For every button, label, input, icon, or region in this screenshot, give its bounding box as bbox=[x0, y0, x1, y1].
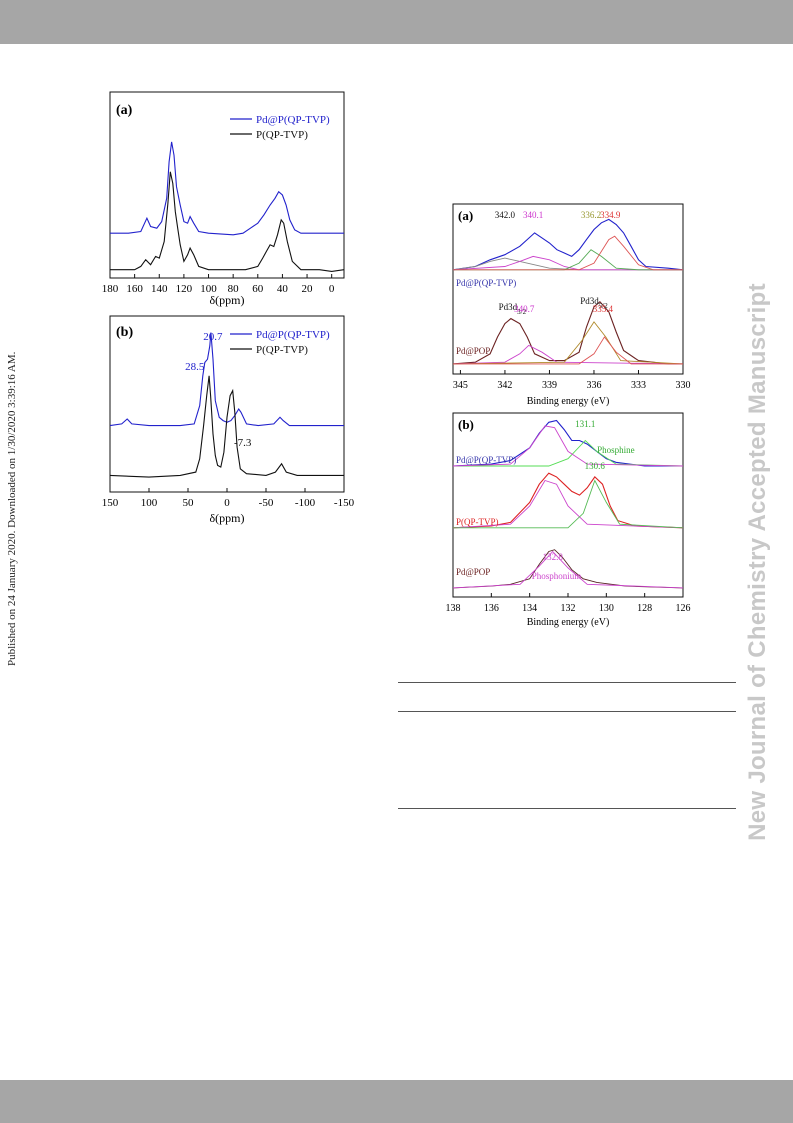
table-rule-bottom bbox=[398, 808, 736, 809]
tick-label: 345 bbox=[453, 380, 468, 391]
series-line-4 bbox=[453, 249, 683, 271]
series-line-5 bbox=[452, 479, 684, 529]
tick-label: 126 bbox=[676, 603, 691, 614]
panel-label-b: (b) bbox=[116, 325, 133, 340]
tick-label: 160 bbox=[126, 283, 143, 295]
tick-label: -50 bbox=[259, 497, 274, 509]
annotation: -7.3 bbox=[234, 437, 252, 449]
x-axis-a: 180 160 140 120 100 80 60 40 20 0 bbox=[102, 274, 335, 295]
panel-label-a: (a) bbox=[116, 103, 133, 118]
series-line-7 bbox=[452, 321, 684, 365]
panel-label-xa: (a) bbox=[458, 208, 473, 223]
series-line-1 bbox=[452, 472, 684, 529]
panel-label-xb: (b) bbox=[458, 417, 474, 432]
sample-label-xa-2: Pd@POP bbox=[456, 346, 490, 356]
annotation: 20.7 bbox=[203, 331, 223, 343]
series-line-0 bbox=[109, 332, 344, 427]
tick-label: 132 bbox=[561, 603, 576, 614]
sample-label-xb-3: Pd@POP bbox=[456, 567, 490, 577]
plot-area-b: 20.7 28.5 -7.3 bbox=[109, 331, 344, 478]
tick-label: -100 bbox=[295, 497, 316, 509]
annotation: 335.4 bbox=[593, 304, 614, 314]
tick-label: 100 bbox=[141, 497, 158, 509]
series-line-4 bbox=[452, 425, 684, 467]
series-line-1 bbox=[109, 375, 344, 478]
legend-label-pd: Pd@P(QP-TVP) bbox=[256, 114, 330, 126]
tick-label: 136 bbox=[484, 603, 499, 614]
tick-label: 342 bbox=[497, 380, 512, 391]
nmr-chart-a: (a) Pd@P(QP-TVP) P(QP-TVP) 180 160 140 120 1… bbox=[102, 91, 345, 307]
sample-label-xb-1: Pd@P(QP-TVP) bbox=[456, 455, 516, 465]
tick-label: 138 bbox=[446, 603, 461, 614]
series-line-7 bbox=[452, 550, 684, 589]
annotation: 130.6 bbox=[585, 461, 606, 471]
tick-label: -150 bbox=[334, 497, 355, 509]
legend-label-p-b: P(QP-TVP) bbox=[256, 344, 308, 356]
annotation: 28.5 bbox=[185, 361, 205, 373]
x-axis-label-b: δ(ppm) bbox=[210, 511, 245, 525]
plot-area-a bbox=[110, 141, 345, 272]
series-line-6 bbox=[453, 479, 684, 529]
series-line-3 bbox=[453, 439, 684, 467]
tick-label: 0 bbox=[329, 283, 335, 295]
tick-label: 134 bbox=[522, 603, 537, 614]
x-axis-xb: 138 136 134 132 130 128 126 bbox=[446, 593, 691, 614]
bottom-banner bbox=[0, 1080, 793, 1123]
tick-label: 0 bbox=[224, 497, 230, 509]
series-line-0 bbox=[110, 141, 344, 236]
tick-label: 128 bbox=[637, 603, 652, 614]
x-axis-label-xb: Binding energy (eV) bbox=[527, 617, 610, 628]
series-line-0 bbox=[452, 218, 684, 271]
tick-label: 330 bbox=[676, 380, 691, 391]
plot-area-xb: 131.1 Phosphine 130.6 132.8 Phosphonium bbox=[452, 419, 684, 589]
publication-note: Published on 24 January 2020. Downloaded… bbox=[6, 351, 18, 666]
annotation: Phosphonium bbox=[532, 571, 582, 581]
series-line-2 bbox=[452, 549, 684, 589]
sample-label-xa-1: Pd@P(QP-TVP) bbox=[456, 278, 516, 288]
series-line-1 bbox=[452, 301, 683, 365]
annotation: Phosphine bbox=[597, 445, 635, 455]
tick-label: 20 bbox=[302, 283, 314, 295]
x-axis-label-a: δ(ppm) bbox=[210, 293, 245, 307]
series-line-3 bbox=[452, 255, 683, 271]
annotation: 334.9 bbox=[600, 210, 621, 220]
tick-label: 333 bbox=[631, 380, 646, 391]
x-axis-xa: 345 342 339 336 333 330 bbox=[453, 370, 691, 391]
series-line-5 bbox=[453, 235, 683, 271]
tick-label: 140 bbox=[151, 283, 168, 295]
xps-chart-b: (b) 131.1Phosphine130.6132.8Phosphonium … bbox=[446, 412, 691, 628]
tick-label: 100 bbox=[200, 283, 217, 295]
tick-label: 130 bbox=[599, 603, 614, 614]
tick-label: 336 bbox=[586, 380, 601, 391]
tick-label: 50 bbox=[183, 497, 195, 509]
tick-label: 120 bbox=[176, 283, 193, 295]
nmr-chart-b: (b) Pd@P(QP-TVP) P(QP-TVP) 20.728.5-7.3 … bbox=[102, 315, 355, 525]
top-banner bbox=[0, 0, 793, 44]
annotation: 340.7 bbox=[514, 304, 535, 314]
xps-chart-a: (a) 342.0 340.1 336.2 334.9Pd3d3/2Pd3d5/234… bbox=[452, 203, 691, 407]
table-rule-top bbox=[398, 682, 736, 683]
series-line-1 bbox=[110, 171, 345, 272]
tick-label: 339 bbox=[542, 380, 557, 391]
series-line-8 bbox=[453, 336, 683, 365]
tick-label: 150 bbox=[102, 497, 119, 509]
annotation: 342.0 bbox=[495, 210, 516, 220]
sample-label-xb-2: P(QP-TVP) bbox=[456, 517, 499, 527]
table-rule-middle bbox=[398, 711, 736, 712]
x-axis-b: 150 100 50 0 -50 -100 -150 bbox=[102, 488, 355, 509]
legend-label-p: P(QP-TVP) bbox=[256, 129, 308, 141]
journal-watermark: New Journal of Chemistry Accepted Manusc… bbox=[744, 283, 771, 841]
annotation: 132.8 bbox=[543, 552, 564, 562]
annotation: 336.2 bbox=[581, 210, 601, 220]
tick-label: 60 bbox=[252, 283, 264, 295]
legend-label-pd-b: Pd@P(QP-TVP) bbox=[256, 329, 330, 341]
x-axis-label-xa: Binding energy (eV) bbox=[527, 396, 610, 407]
tick-label: 40 bbox=[277, 283, 289, 295]
tick-label: 180 bbox=[102, 283, 119, 295]
tick-label: 80 bbox=[228, 283, 240, 295]
annotation: 131.1 bbox=[575, 419, 595, 429]
annotation: 340.1 bbox=[523, 210, 543, 220]
